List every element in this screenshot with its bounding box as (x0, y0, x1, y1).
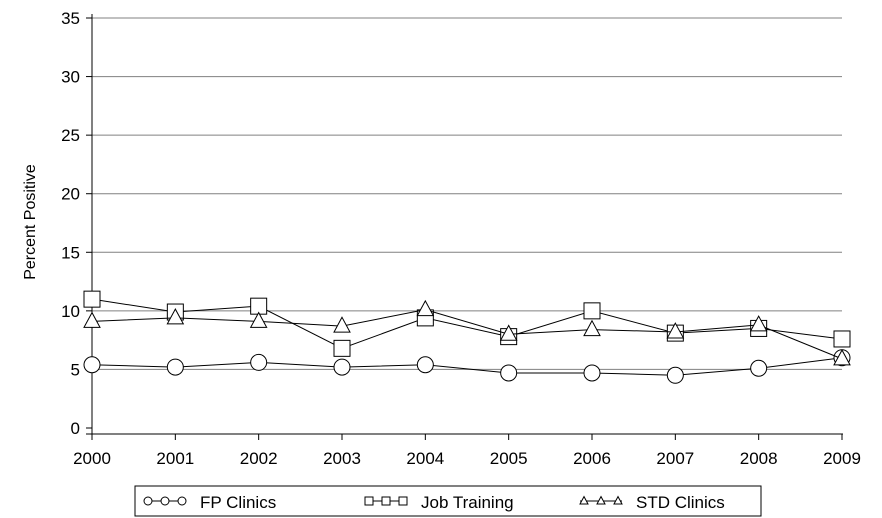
x-tick-label: 2007 (656, 449, 694, 468)
legend-marker-triangle (613, 495, 623, 505)
legend-marker-square (364, 496, 374, 506)
data-point-triangle (416, 299, 435, 317)
data-point-square (583, 302, 601, 320)
legend-marker-circle (143, 496, 153, 506)
legend-marker-circle (177, 496, 187, 506)
data-point-triangle (249, 311, 268, 328)
series-line (91, 298, 843, 349)
x-tick-label: 2004 (406, 449, 444, 468)
data-point-square (83, 290, 101, 308)
data-point-triangle (499, 324, 518, 341)
data-point-triangle (83, 311, 101, 328)
legend-marker-square (398, 496, 408, 506)
data-point-circle (500, 364, 518, 382)
legend-label: FP Clinics (200, 493, 276, 512)
axes: 0 5 10 15 20 25 30 35 2000 2001 2002 2003 2004 2005 20… (61, 9, 861, 468)
series-circle (83, 349, 851, 384)
legend-entry: FP Clinics (143, 493, 276, 512)
data-point-square (333, 339, 351, 357)
series-layer (83, 290, 851, 384)
legend: FP Clinics Job Training STD Clinics (134, 485, 762, 517)
x-tick-label: 2005 (490, 449, 528, 468)
data-point-circle (333, 358, 351, 376)
data-point-triangle (583, 319, 601, 337)
data-point-circle (666, 366, 684, 384)
legend-marker-square (381, 496, 391, 506)
x-tick-label: 2006 (573, 449, 611, 468)
series-square (83, 290, 851, 357)
legend-label: STD Clinics (636, 493, 725, 512)
legend-entry: Job Training (364, 493, 514, 512)
legend-marker-triangle (596, 495, 606, 505)
data-point-circle (83, 356, 101, 374)
y-tick-label: 15 (61, 243, 80, 262)
data-point-circle (416, 356, 434, 374)
data-point-triangle (333, 316, 351, 333)
x-tick-label: 2000 (73, 449, 111, 468)
y-axis-title: Percent Positive (22, 164, 39, 280)
y-tick-label: 30 (61, 68, 80, 87)
data-point-circle (250, 353, 268, 371)
data-point-circle (750, 359, 768, 377)
series-line (91, 309, 843, 360)
legend-entry: STD Clinics (579, 493, 725, 512)
data-point-triangle (666, 322, 685, 339)
y-tick-label: 20 (61, 185, 80, 204)
y-tick-label: 10 (61, 302, 80, 321)
series-triangle (83, 299, 851, 366)
legend-marker-circle (160, 496, 170, 506)
x-tick-label: 2009 (823, 449, 861, 468)
y-tick-label: 0 (71, 419, 80, 438)
legend-marker-triangle (579, 495, 589, 505)
x-tick-label: 2003 (323, 449, 361, 468)
y-tick-label: 5 (71, 360, 80, 379)
x-tick-label: 2008 (740, 449, 778, 468)
legend-label: Job Training (421, 493, 514, 512)
grid (92, 17, 842, 370)
data-point-triangle (166, 308, 185, 325)
x-tick-label: 2002 (240, 449, 278, 468)
y-tick-label: 25 (61, 126, 80, 145)
legend-box (134, 485, 762, 517)
y-tick-label: 35 (61, 9, 80, 28)
data-point-triangle (833, 349, 851, 366)
x-tick-label: 2001 (156, 449, 194, 468)
data-point-square (833, 330, 851, 348)
data-point-circle (166, 358, 184, 376)
data-point-triangle (749, 315, 768, 332)
data-point-circle (583, 364, 601, 382)
series-line (91, 357, 843, 376)
